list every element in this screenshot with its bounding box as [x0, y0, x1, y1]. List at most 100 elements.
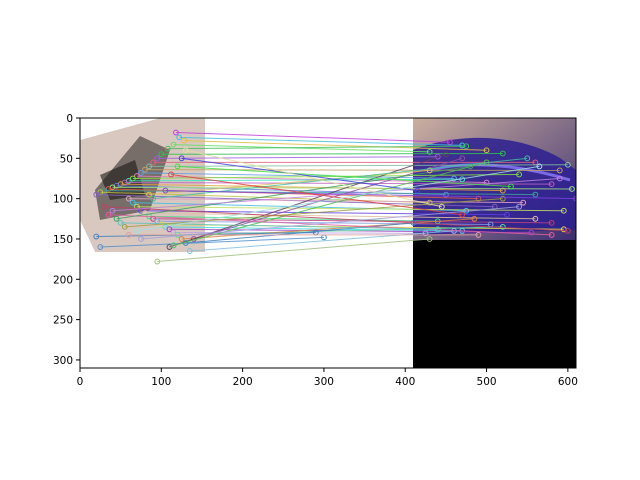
keypoint-right	[536, 163, 543, 170]
keypoint-right	[532, 215, 539, 222]
y-tick-label: 200	[53, 274, 73, 286]
match-line	[157, 238, 430, 263]
keypoint-right	[475, 232, 482, 238]
keypoint-left	[168, 171, 174, 178]
keypoint-right	[516, 171, 522, 178]
keypoint-right	[532, 191, 539, 198]
keypoint-left	[138, 236, 144, 242]
axes-frame	[79, 117, 577, 369]
match-lines-layer	[93, 129, 576, 265]
match-line	[165, 226, 463, 232]
keypoint-left	[138, 169, 144, 176]
x-tick-label: 100	[151, 376, 171, 388]
x-axis: 0 100 200 300 400 500 600	[77, 368, 578, 388]
match-line	[124, 198, 503, 228]
keypoint-right	[463, 143, 470, 150]
match-line	[167, 145, 467, 150]
keypoint-left	[150, 159, 157, 166]
keypoint-left	[101, 203, 108, 210]
match-line	[136, 165, 540, 232]
keypoint-left	[113, 215, 120, 222]
keypoint-right	[443, 191, 449, 198]
keypoint-left	[134, 228, 140, 234]
keypoint-right	[499, 187, 506, 194]
match-line	[112, 177, 560, 212]
keypoint-left	[170, 141, 177, 148]
match-line	[185, 149, 442, 208]
match-line	[181, 157, 418, 192]
keypoint-right	[548, 219, 555, 226]
match-line	[177, 165, 511, 188]
x-tick-label: 400	[395, 376, 415, 388]
match-line	[157, 156, 438, 159]
keypoint-right	[499, 195, 506, 202]
keypoint-left	[186, 248, 193, 254]
keypoint-left	[146, 163, 153, 170]
keypoint-left	[125, 232, 132, 238]
y-tick-label: 250	[53, 315, 73, 327]
keypoint-right	[438, 203, 445, 210]
keypoint-right	[569, 186, 575, 192]
keypoint-left	[166, 226, 173, 233]
keypoint-right	[426, 167, 433, 174]
match-line	[100, 236, 324, 248]
keypoint-left	[121, 223, 128, 230]
keypoint-left	[142, 166, 148, 173]
keypoint-right	[471, 215, 478, 222]
keypoint-left	[154, 258, 161, 265]
match-line	[120, 222, 438, 230]
match-line	[149, 215, 438, 222]
keypoint-right	[556, 175, 563, 182]
match-line	[149, 169, 430, 196]
keypoint-right	[434, 226, 441, 233]
x-tick-label: 300	[314, 376, 334, 388]
right-image-padding	[413, 240, 576, 368]
keypoint-left	[129, 199, 136, 206]
keypoint-right	[443, 151, 449, 158]
keypoint-right	[556, 167, 563, 174]
keypoint-right	[459, 142, 466, 149]
keypoint-left	[142, 210, 148, 217]
x-tick-label: 600	[558, 376, 578, 388]
match-line	[145, 212, 536, 220]
y-tick-label: 50	[60, 153, 73, 165]
match-line	[149, 164, 568, 167]
keypoint-right	[548, 181, 555, 188]
keypoint-left	[181, 137, 187, 144]
keypoint-left	[176, 134, 183, 141]
keypoint-right	[459, 155, 466, 162]
match-line	[181, 218, 475, 240]
match-line	[173, 144, 430, 153]
axes-area	[79, 117, 577, 369]
keypoint-right	[414, 187, 421, 194]
keypoint-left	[178, 155, 185, 162]
match-line	[136, 206, 564, 212]
match-line	[171, 173, 463, 216]
keypoint-left	[154, 155, 161, 162]
match-line	[140, 206, 520, 240]
match-line	[145, 169, 560, 171]
keypoint-right	[499, 150, 506, 157]
x-tick-label: 500	[477, 376, 497, 388]
keypoint-right	[499, 223, 506, 230]
keypoint-right	[451, 175, 457, 182]
keypoint-left	[170, 242, 177, 249]
x-tick-label: 200	[233, 376, 253, 388]
keypoint-left	[164, 145, 171, 152]
keypoint-right	[560, 207, 567, 214]
keypoint-right	[564, 161, 571, 168]
keypoint-left	[173, 129, 179, 136]
x-tick-label: 0	[77, 376, 84, 388]
keypoint-left	[174, 163, 181, 170]
keypoint-right	[524, 155, 531, 162]
y-tick-label: 100	[53, 194, 73, 206]
keypoint-right	[508, 183, 514, 190]
y-tick-label: 0	[66, 113, 73, 125]
keypoint-right	[503, 211, 510, 218]
match-line	[112, 186, 572, 190]
keypoint-left	[162, 187, 169, 194]
keypoint-right	[426, 236, 433, 242]
match-line	[189, 230, 455, 252]
match-line	[104, 206, 568, 232]
